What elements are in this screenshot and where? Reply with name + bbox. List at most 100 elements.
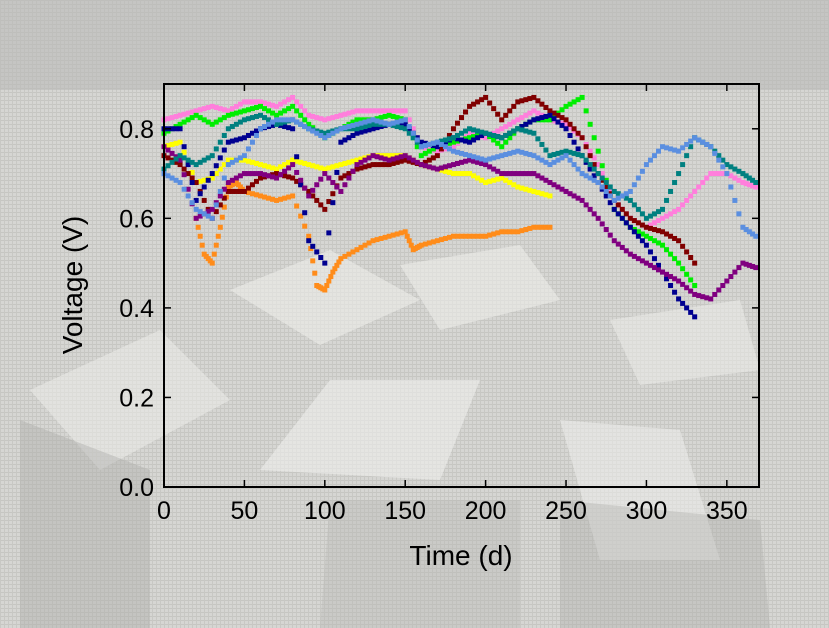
y-tick-label: 0.6 xyxy=(119,205,154,233)
data-point xyxy=(515,117,521,123)
data-point xyxy=(527,96,533,102)
data-point xyxy=(491,231,497,237)
data-point xyxy=(213,242,219,248)
data-point xyxy=(499,117,505,123)
data-point xyxy=(354,130,360,136)
data-point xyxy=(386,233,392,239)
data-point xyxy=(306,162,312,168)
data-point xyxy=(579,171,585,177)
data-point xyxy=(426,148,432,154)
data-point xyxy=(245,132,251,138)
x-tick-label: 300 xyxy=(626,497,668,525)
data-point xyxy=(467,126,473,132)
data-point xyxy=(330,269,336,275)
data-point xyxy=(475,159,481,165)
data-point xyxy=(579,153,585,159)
data-point xyxy=(382,113,388,119)
data-point xyxy=(326,230,332,236)
data-point xyxy=(418,144,424,150)
data-point xyxy=(499,126,505,132)
data-point xyxy=(422,150,428,156)
data-point xyxy=(704,295,710,301)
data-point xyxy=(672,276,678,282)
data-point xyxy=(302,108,308,114)
data-point xyxy=(324,283,330,288)
data-point xyxy=(619,206,625,212)
data-point xyxy=(386,112,392,118)
data-point xyxy=(294,169,300,175)
data-point xyxy=(708,296,714,302)
data-point xyxy=(680,300,686,306)
data-point xyxy=(165,163,171,169)
data-point xyxy=(209,206,215,212)
data-point xyxy=(635,206,641,212)
data-point xyxy=(253,192,259,198)
data-point xyxy=(450,135,456,141)
data-point xyxy=(643,260,649,266)
data-point xyxy=(475,99,481,105)
data-point xyxy=(422,241,428,247)
data-point xyxy=(402,126,408,132)
data-point xyxy=(205,155,211,161)
data-point xyxy=(394,115,400,121)
data-point xyxy=(173,113,179,119)
x-tick-label: 200 xyxy=(465,497,507,525)
data-point xyxy=(173,177,179,183)
data-point xyxy=(290,175,296,181)
data-point xyxy=(342,137,348,143)
data-point xyxy=(217,193,223,199)
data-point xyxy=(354,157,360,163)
data-point xyxy=(716,287,722,293)
data-point xyxy=(543,192,549,198)
data-point xyxy=(583,202,589,208)
data-point xyxy=(499,153,505,159)
data-point xyxy=(358,120,364,126)
data-point xyxy=(527,187,533,193)
data-point xyxy=(571,99,577,105)
data-point xyxy=(643,224,649,230)
data-point xyxy=(446,163,452,169)
data-point xyxy=(664,197,670,203)
data-point xyxy=(684,153,690,159)
data-point xyxy=(519,185,525,191)
data-point xyxy=(467,103,473,109)
data-point xyxy=(527,110,533,116)
data-point xyxy=(676,206,682,212)
data-point xyxy=(571,150,577,156)
data-point xyxy=(211,251,217,257)
data-point xyxy=(262,106,268,112)
data-point xyxy=(631,182,637,188)
data-point xyxy=(422,163,428,169)
data-point xyxy=(483,233,489,239)
data-point xyxy=(583,173,589,179)
data-point xyxy=(660,206,666,212)
data-point xyxy=(201,184,207,190)
data-point xyxy=(334,163,340,169)
data-point xyxy=(515,229,521,235)
data-point xyxy=(651,211,657,217)
data-point xyxy=(342,160,348,166)
data-point xyxy=(527,119,533,125)
data-point xyxy=(543,113,549,119)
data-point xyxy=(274,171,280,177)
data-point xyxy=(515,99,521,105)
data-point xyxy=(306,188,312,194)
data-point xyxy=(326,278,332,284)
data-point xyxy=(531,108,537,114)
data-point xyxy=(732,197,738,203)
data-point xyxy=(676,260,682,266)
data-point xyxy=(635,220,641,226)
data-point xyxy=(475,233,481,239)
data-point xyxy=(334,262,340,268)
data-point xyxy=(209,121,215,127)
data-point xyxy=(358,129,364,135)
data-point xyxy=(418,242,424,248)
data-point xyxy=(463,233,469,239)
data-point xyxy=(185,162,191,168)
data-point xyxy=(463,128,469,134)
data-point xyxy=(225,126,231,132)
data-point xyxy=(619,244,625,250)
data-point xyxy=(362,119,368,125)
data-point xyxy=(402,108,408,114)
data-point xyxy=(346,171,352,177)
